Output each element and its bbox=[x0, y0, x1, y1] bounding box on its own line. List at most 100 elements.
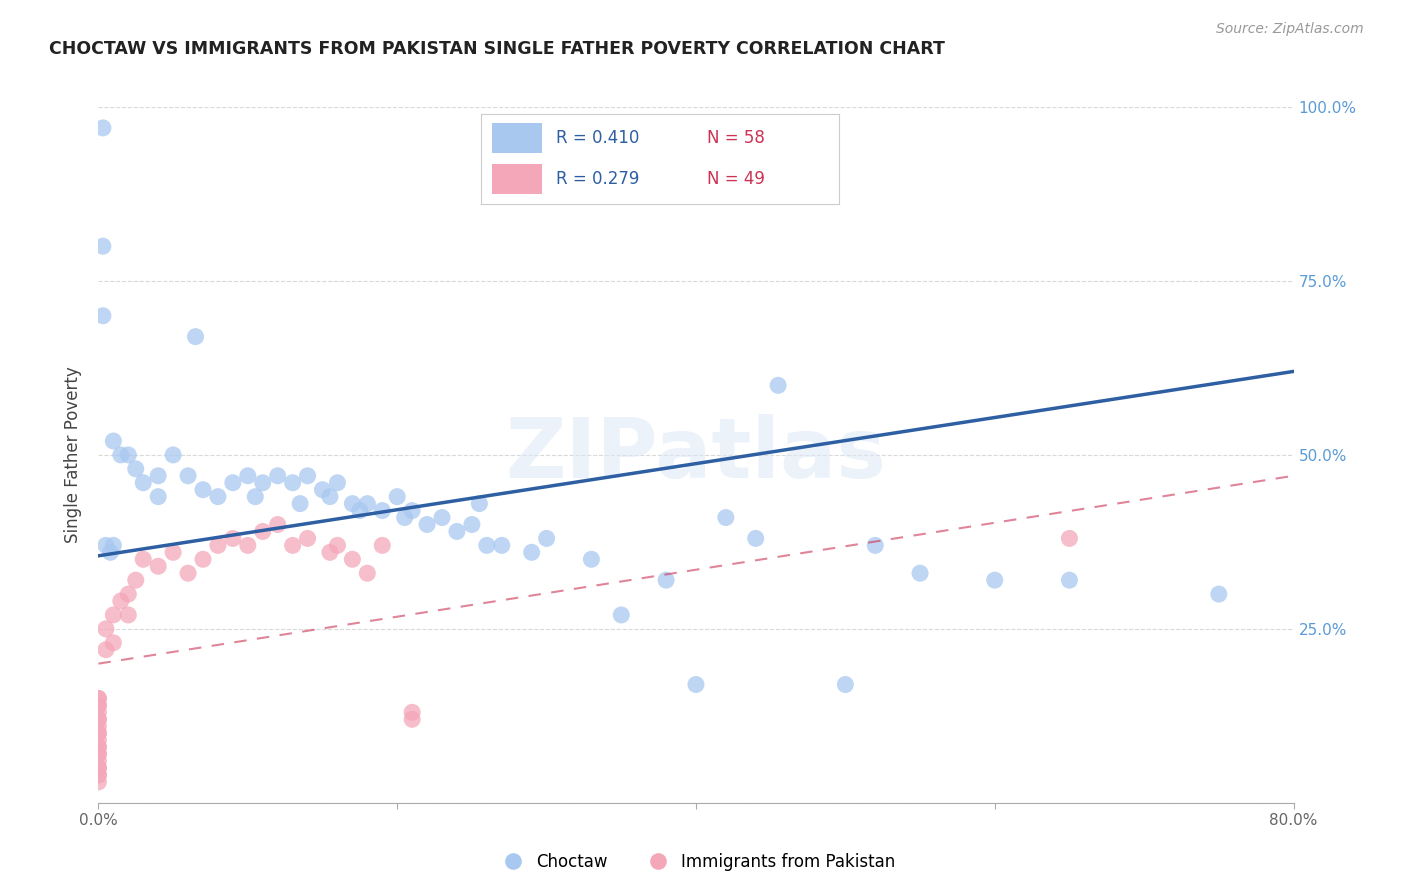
Point bbox=[297, 532, 319, 546]
Point bbox=[177, 566, 200, 581]
Point bbox=[87, 768, 110, 782]
Point bbox=[520, 545, 543, 559]
Point bbox=[245, 490, 267, 504]
Point bbox=[319, 490, 342, 504]
Point bbox=[87, 706, 110, 720]
Point bbox=[267, 468, 290, 483]
Point bbox=[87, 719, 110, 733]
Point bbox=[132, 552, 155, 566]
Point bbox=[297, 468, 319, 483]
Point bbox=[125, 573, 148, 587]
Point bbox=[222, 532, 245, 546]
Text: ZIPatlas: ZIPatlas bbox=[506, 415, 886, 495]
Point bbox=[87, 691, 110, 706]
Point bbox=[132, 475, 155, 490]
Point bbox=[468, 497, 491, 511]
Point bbox=[100, 545, 122, 559]
Point bbox=[184, 329, 207, 343]
Point bbox=[117, 448, 139, 462]
Point bbox=[191, 483, 214, 497]
Point bbox=[834, 677, 856, 691]
Point bbox=[207, 490, 229, 504]
Point bbox=[714, 510, 737, 524]
Point bbox=[385, 490, 409, 504]
Point bbox=[475, 538, 498, 552]
Point bbox=[148, 468, 170, 483]
Point bbox=[1059, 532, 1081, 546]
Point bbox=[430, 510, 453, 524]
Point bbox=[908, 566, 931, 581]
Point bbox=[162, 448, 184, 462]
Point bbox=[162, 545, 184, 559]
Point bbox=[103, 607, 125, 622]
Point bbox=[87, 698, 110, 713]
Point bbox=[148, 559, 170, 574]
Point bbox=[87, 698, 110, 713]
Point bbox=[766, 378, 789, 392]
Point bbox=[267, 517, 290, 532]
Point bbox=[281, 475, 304, 490]
Point bbox=[91, 239, 114, 253]
Point bbox=[319, 545, 342, 559]
Point bbox=[745, 532, 768, 546]
Point bbox=[342, 552, 364, 566]
Point bbox=[207, 538, 229, 552]
Point bbox=[349, 503, 371, 517]
Point bbox=[87, 754, 110, 768]
Point bbox=[536, 532, 558, 546]
Point bbox=[401, 706, 423, 720]
Point bbox=[87, 775, 110, 789]
Point bbox=[87, 747, 110, 761]
Point bbox=[371, 503, 394, 517]
Point bbox=[371, 538, 394, 552]
Point bbox=[87, 733, 110, 747]
Point bbox=[252, 524, 274, 539]
Point bbox=[148, 490, 170, 504]
Point bbox=[117, 587, 139, 601]
Point bbox=[125, 462, 148, 476]
Point bbox=[91, 309, 114, 323]
Point bbox=[236, 538, 259, 552]
Point bbox=[87, 712, 110, 726]
Point bbox=[281, 538, 304, 552]
Point bbox=[117, 607, 139, 622]
Point bbox=[87, 747, 110, 761]
Point bbox=[326, 538, 349, 552]
Point bbox=[110, 594, 132, 608]
Point bbox=[91, 120, 114, 135]
Point bbox=[326, 475, 349, 490]
Point bbox=[401, 503, 423, 517]
Point bbox=[865, 538, 887, 552]
Point bbox=[87, 691, 110, 706]
Point bbox=[311, 483, 333, 497]
Point bbox=[94, 538, 117, 552]
Point bbox=[1059, 573, 1081, 587]
Text: Source: ZipAtlas.com: Source: ZipAtlas.com bbox=[1216, 22, 1364, 37]
Point bbox=[87, 726, 110, 740]
Point bbox=[103, 538, 125, 552]
Point bbox=[103, 434, 125, 448]
Point bbox=[446, 524, 468, 539]
Point bbox=[416, 517, 439, 532]
Point bbox=[236, 468, 259, 483]
Point bbox=[87, 768, 110, 782]
Point bbox=[356, 497, 378, 511]
Point bbox=[191, 552, 214, 566]
Point bbox=[87, 761, 110, 775]
Point bbox=[610, 607, 633, 622]
Point bbox=[288, 497, 311, 511]
Point bbox=[252, 475, 274, 490]
Text: CHOCTAW VS IMMIGRANTS FROM PAKISTAN SINGLE FATHER POVERTY CORRELATION CHART: CHOCTAW VS IMMIGRANTS FROM PAKISTAN SING… bbox=[49, 40, 945, 58]
Point bbox=[984, 573, 1007, 587]
Point bbox=[581, 552, 603, 566]
Point bbox=[87, 761, 110, 775]
Point bbox=[87, 726, 110, 740]
Point bbox=[356, 566, 378, 581]
Point bbox=[685, 677, 707, 691]
Y-axis label: Single Father Poverty: Single Father Poverty bbox=[65, 367, 83, 543]
Point bbox=[1208, 587, 1230, 601]
Point bbox=[401, 712, 423, 726]
Point bbox=[177, 468, 200, 483]
Point bbox=[94, 622, 117, 636]
Point bbox=[461, 517, 484, 532]
